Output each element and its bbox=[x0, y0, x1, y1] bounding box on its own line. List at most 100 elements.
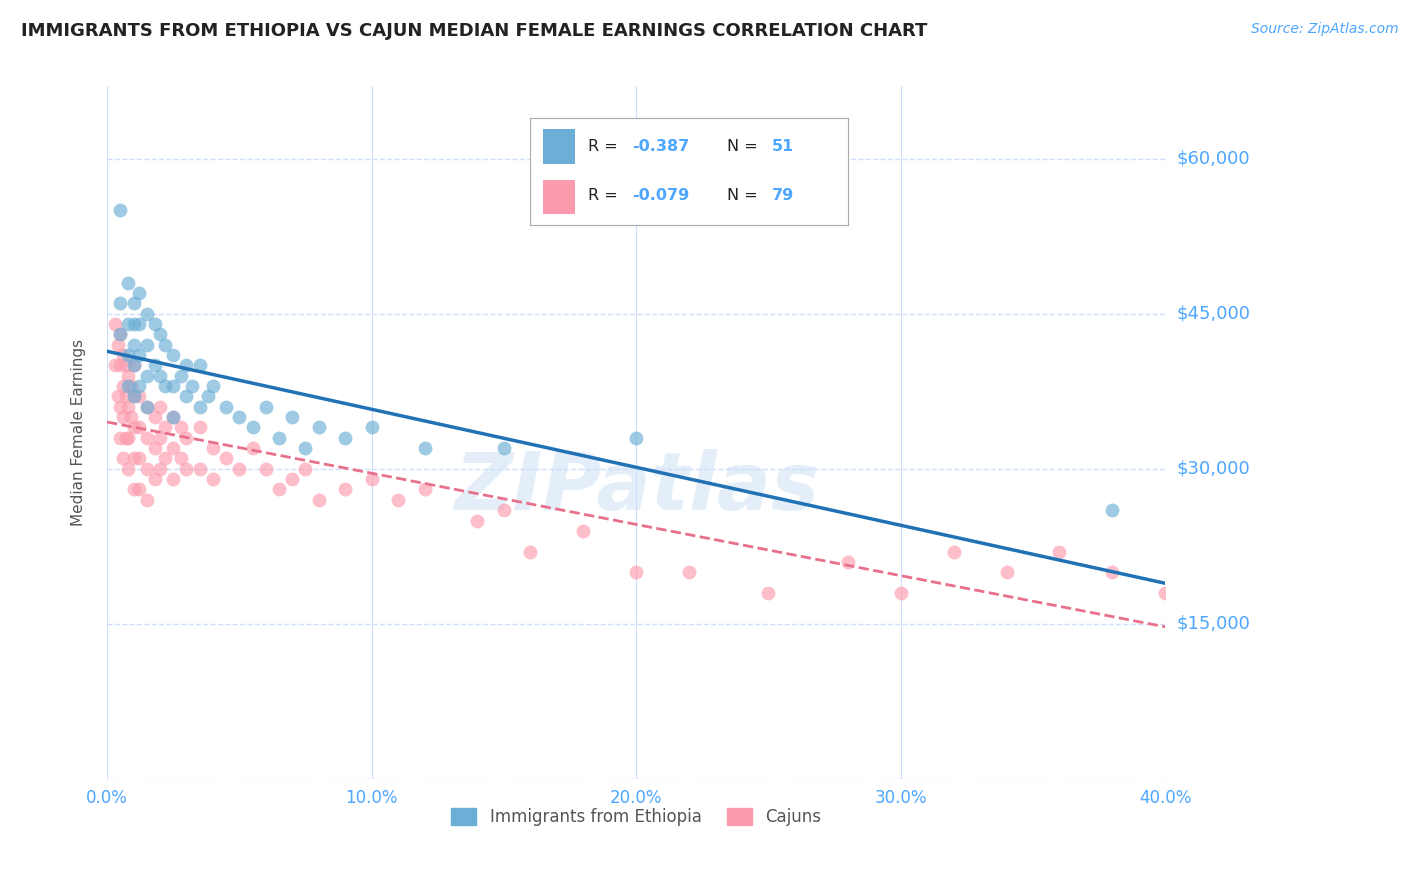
Point bbox=[492, 441, 515, 455]
Point bbox=[135, 492, 157, 507]
Point bbox=[267, 431, 290, 445]
Point bbox=[215, 400, 238, 414]
Point bbox=[162, 379, 184, 393]
Point bbox=[114, 389, 136, 403]
Point bbox=[188, 420, 211, 434]
Point bbox=[114, 431, 136, 445]
Point bbox=[135, 431, 157, 445]
Point bbox=[122, 359, 145, 373]
Point bbox=[995, 565, 1018, 579]
Point bbox=[1049, 544, 1071, 558]
Point bbox=[143, 472, 166, 486]
Point bbox=[333, 431, 356, 445]
Point bbox=[170, 368, 193, 383]
Point bbox=[1101, 503, 1123, 517]
Point bbox=[837, 555, 859, 569]
Point bbox=[135, 307, 157, 321]
Point bbox=[128, 348, 150, 362]
Point bbox=[413, 483, 436, 497]
Point bbox=[624, 565, 647, 579]
Point bbox=[122, 389, 145, 403]
Point bbox=[180, 379, 202, 393]
Point bbox=[149, 327, 172, 342]
Point bbox=[107, 338, 129, 352]
Point bbox=[107, 389, 129, 403]
Point bbox=[122, 317, 145, 331]
Point bbox=[228, 410, 250, 425]
Point bbox=[135, 462, 157, 476]
Point bbox=[122, 389, 145, 403]
Point bbox=[387, 492, 409, 507]
Point bbox=[162, 410, 184, 425]
Point bbox=[117, 368, 139, 383]
Point bbox=[201, 472, 224, 486]
Point bbox=[1101, 565, 1123, 579]
Point bbox=[176, 359, 198, 373]
Point bbox=[281, 410, 304, 425]
Point bbox=[122, 359, 145, 373]
Point bbox=[254, 400, 277, 414]
Point bbox=[117, 348, 139, 362]
Point bbox=[122, 296, 145, 310]
Point bbox=[122, 451, 145, 466]
Point bbox=[135, 368, 157, 383]
Point bbox=[110, 327, 132, 342]
Text: ZIPatlas: ZIPatlas bbox=[454, 449, 818, 527]
Point bbox=[114, 359, 136, 373]
Point bbox=[519, 544, 541, 558]
Point bbox=[143, 441, 166, 455]
Point bbox=[188, 462, 211, 476]
Point bbox=[110, 431, 132, 445]
Point bbox=[122, 338, 145, 352]
Point bbox=[149, 431, 172, 445]
Point bbox=[128, 451, 150, 466]
Point bbox=[572, 524, 595, 538]
Point bbox=[128, 389, 150, 403]
Point bbox=[143, 359, 166, 373]
Point bbox=[128, 317, 150, 331]
Point bbox=[117, 400, 139, 414]
Point bbox=[492, 503, 515, 517]
Point bbox=[135, 400, 157, 414]
Point bbox=[170, 451, 193, 466]
Point bbox=[176, 389, 198, 403]
Point bbox=[128, 379, 150, 393]
Point bbox=[254, 462, 277, 476]
Point bbox=[104, 359, 127, 373]
Text: $60,000: $60,000 bbox=[1177, 150, 1250, 168]
Point bbox=[308, 420, 330, 434]
Point bbox=[117, 317, 139, 331]
Point bbox=[201, 379, 224, 393]
Point bbox=[149, 400, 172, 414]
Point bbox=[128, 420, 150, 434]
Point bbox=[143, 410, 166, 425]
Point bbox=[162, 472, 184, 486]
Point bbox=[201, 441, 224, 455]
Point bbox=[678, 565, 700, 579]
Point bbox=[228, 462, 250, 476]
Point bbox=[281, 472, 304, 486]
Point bbox=[162, 410, 184, 425]
Point bbox=[117, 276, 139, 290]
Text: $15,000: $15,000 bbox=[1177, 615, 1250, 632]
Point bbox=[110, 327, 132, 342]
Point bbox=[135, 338, 157, 352]
Point bbox=[120, 410, 142, 425]
Point bbox=[149, 462, 172, 476]
Point bbox=[111, 451, 134, 466]
Point bbox=[267, 483, 290, 497]
Point bbox=[155, 338, 177, 352]
Legend: Immigrants from Ethiopia, Cajuns: Immigrants from Ethiopia, Cajuns bbox=[444, 801, 828, 833]
Point bbox=[135, 400, 157, 414]
Point bbox=[294, 441, 316, 455]
Point bbox=[188, 400, 211, 414]
Point bbox=[176, 462, 198, 476]
Point bbox=[1154, 586, 1177, 600]
Text: $45,000: $45,000 bbox=[1177, 305, 1250, 323]
Point bbox=[122, 420, 145, 434]
Text: Source: ZipAtlas.com: Source: ZipAtlas.com bbox=[1251, 22, 1399, 37]
Point bbox=[188, 359, 211, 373]
Point bbox=[111, 410, 134, 425]
Point bbox=[215, 451, 238, 466]
Point bbox=[242, 420, 264, 434]
